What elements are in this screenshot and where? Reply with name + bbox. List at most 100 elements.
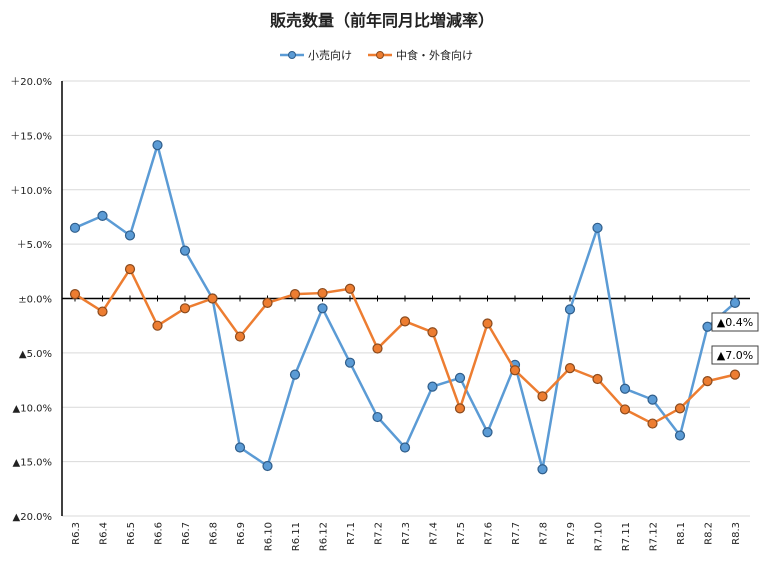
data-point (509, 365, 521, 376)
chart-title: 販売数量（前年同月比増減率） (270, 11, 494, 30)
y-axis-ticks: ＋20.0% ＋15.0% ＋10.0% ＋5.0% ±0.0% ▲5.0% ▲10.0% ▲… (10, 77, 52, 523)
data-point (674, 403, 686, 414)
legend-marker-foodservice (376, 51, 384, 59)
data-point (399, 442, 411, 453)
x-tick-label: R6.9 (236, 522, 247, 545)
data-point (179, 245, 191, 256)
data-point (152, 320, 163, 331)
data-point (234, 442, 246, 453)
x-tick-label: R7.7 (511, 522, 522, 545)
data-point (207, 293, 218, 304)
x-tick-label: R6.5 (126, 522, 137, 545)
series-1 (69, 264, 741, 429)
x-tick-label: R7.9 (566, 522, 577, 545)
x-tick-label: R6.8 (209, 522, 220, 545)
data-point (619, 404, 631, 415)
y-tick-label: ＋20.0% (10, 77, 52, 88)
series-line (74, 267, 736, 425)
x-tick-label: R6.6 (154, 522, 165, 545)
data-point (69, 222, 81, 233)
data-point (647, 394, 658, 405)
x-tick-label: R7.4 (429, 522, 440, 545)
data-point (234, 331, 246, 342)
callout-label: ▲7.0% (717, 349, 753, 362)
callout-box (711, 345, 759, 365)
value-callout: ▲7.0% (711, 345, 759, 365)
data-point (454, 403, 466, 414)
data-point (69, 289, 81, 300)
y-tick-label: ＋5.0% (17, 240, 52, 251)
data-point (179, 303, 191, 314)
data-point (399, 316, 411, 327)
data-point (537, 391, 548, 402)
gridlines (61, 80, 750, 517)
x-tick-label: R6.11 (291, 522, 302, 551)
callout-box (711, 312, 759, 332)
x-tick-label: R6.4 (99, 522, 110, 545)
data-point (262, 297, 273, 308)
x-tick-label: R7.5 (456, 522, 467, 545)
x-tick-label: R6.7 (181, 522, 192, 545)
y-tick-label: ▲20.0% (13, 512, 52, 523)
value-callout: ▲0.4% (711, 312, 759, 332)
data-point (674, 430, 686, 441)
legend-label-foodservice: 中食・外食向け (396, 48, 473, 62)
x-tick-label: R7.2 (374, 522, 385, 545)
data-point (124, 230, 136, 241)
y-tick-label: ＋10.0% (10, 186, 52, 197)
x-tick-label: R7.6 (484, 522, 495, 545)
y-tick-label: ▲5.0% (19, 349, 52, 360)
y-tick-label: ±0.0% (18, 295, 52, 306)
data-point (702, 376, 713, 387)
series (69, 140, 741, 475)
x-tick-label: R7.8 (539, 522, 550, 545)
x-tick-label: R6.3 (71, 522, 82, 545)
data-point (97, 210, 108, 221)
data-point (344, 283, 356, 294)
data-point (344, 357, 356, 368)
data-point (317, 303, 328, 314)
legend-marker-retail (288, 51, 296, 59)
callout-label: ▲0.4% (717, 316, 753, 329)
y-tick-label: ▲10.0% (13, 403, 52, 414)
data-point (482, 318, 493, 329)
x-tick-label: R7.12 (649, 522, 660, 551)
data-point (564, 304, 576, 315)
data-point (97, 306, 108, 317)
data-point (537, 464, 548, 475)
data-point (317, 287, 328, 299)
data-point (124, 264, 136, 275)
data-point (427, 381, 438, 392)
data-point (454, 372, 466, 383)
data-point (482, 427, 493, 438)
x-tick-label: R8.2 (704, 522, 715, 545)
legend: 小売向け 中食・外食向け (280, 48, 473, 62)
data-point (729, 297, 741, 308)
data-point (564, 363, 576, 374)
x-tick-label: R6.10 (264, 522, 275, 551)
x-tick-label: R8.3 (731, 522, 742, 545)
data-point (262, 460, 273, 472)
data-point (372, 343, 383, 354)
y-tick-label: ▲15.0% (13, 458, 52, 469)
y-tick-label: ＋15.0% (10, 131, 52, 142)
x-tick-label: R7.1 (346, 522, 357, 545)
data-point (647, 418, 658, 429)
legend-label-retail: 小売向け (308, 48, 352, 62)
data-point (289, 289, 301, 300)
data-point (372, 411, 383, 423)
series-line (74, 143, 736, 471)
x-tick-label: R7.10 (594, 522, 605, 551)
x-axis-ticks: R6.3 R6.4 R6.5 R6.6 R6.7 R6.8 R6.9 R6.10 R6.11 R6… (71, 295, 742, 551)
data-point (427, 327, 438, 338)
legend-item-retail: 小売向け (280, 48, 352, 62)
series-0 (69, 140, 741, 475)
data-point (619, 383, 631, 394)
x-tick-label: R6.12 (319, 522, 330, 551)
legend-item-foodservice: 中食・外食向け (368, 48, 473, 62)
callouts: ▲0.4% ▲7.0% (711, 312, 759, 365)
data-point (729, 369, 741, 380)
data-point (592, 373, 603, 385)
x-tick-label: R7.11 (621, 522, 632, 551)
